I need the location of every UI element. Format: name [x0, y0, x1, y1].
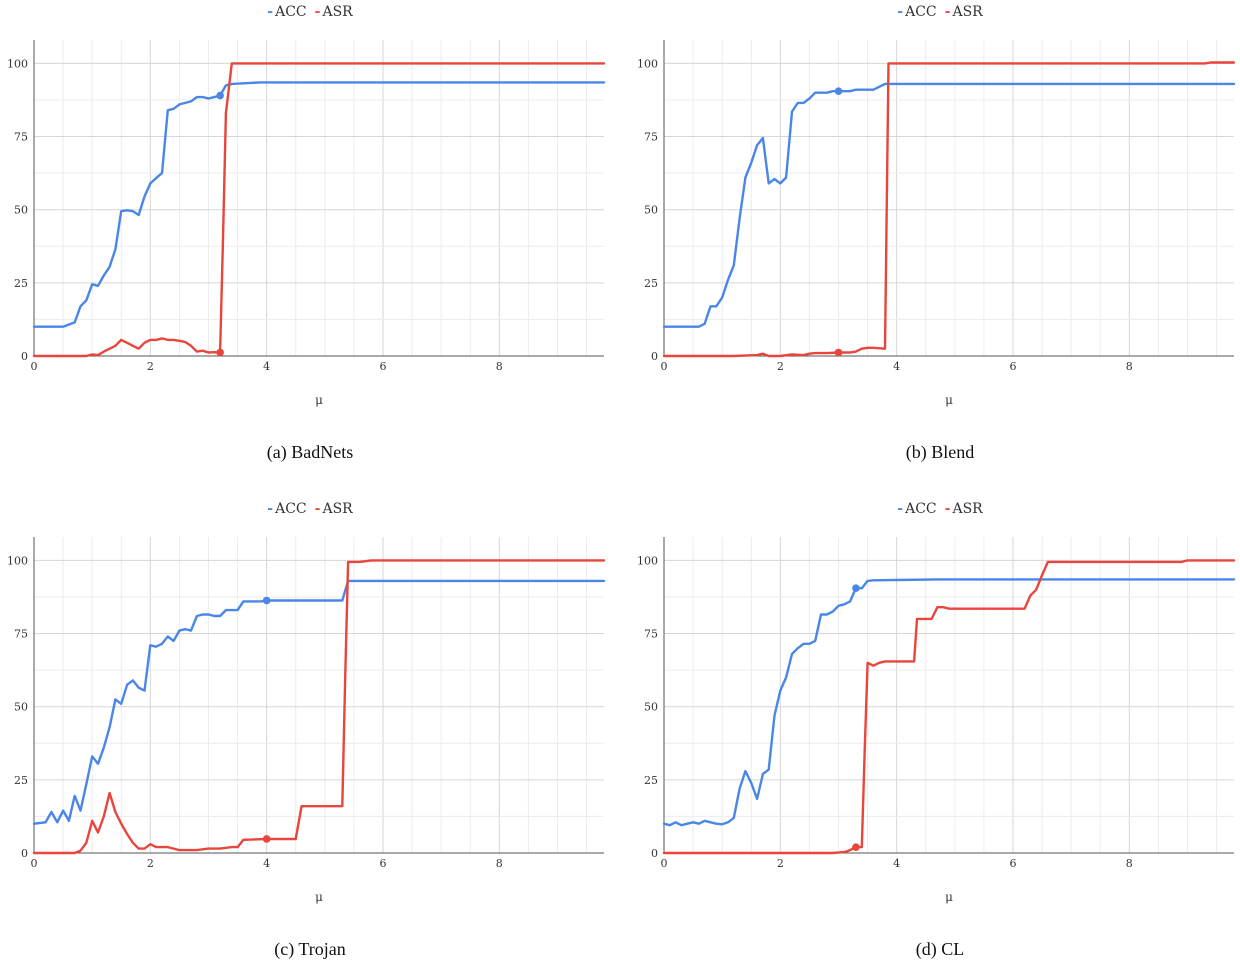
x-tick-label: 4	[263, 360, 270, 373]
legend-swatch: -	[944, 4, 951, 20]
legend-label: ASR	[322, 4, 353, 20]
y-tick-label: 100	[637, 57, 658, 70]
chart-legend: - ACC - ASR	[0, 4, 620, 20]
y-tick-label: 0	[651, 350, 658, 363]
chart-plot-area: 0 25 50 75 100 0 2 4 6 8 μ	[7, 40, 606, 407]
y-tick-label: 50	[644, 204, 658, 217]
y-tick-label: 25	[14, 277, 28, 290]
legend-label: ACC	[275, 501, 307, 517]
legend-item-asr: - ASR	[945, 4, 983, 20]
chart-caption: (b) Blend	[905, 442, 975, 462]
series-marker-acc	[852, 584, 860, 593]
x-tick-label: 4	[893, 857, 900, 870]
x-axis-label: μ	[945, 393, 953, 407]
chart-panel-b: - ACC - ASR 0 25 50 75 100 0 2 4 6 8 μ (b) Blend	[630, 0, 1240, 480]
legend-item-asr: - ASR	[315, 501, 353, 517]
legend-label: ASR	[952, 4, 983, 20]
x-tick-label: 8	[496, 360, 503, 373]
y-tick-label: 100	[7, 57, 28, 70]
legend-swatch: -	[314, 501, 321, 517]
legend-item-acc: - ACC	[897, 4, 936, 20]
y-tick-label: 25	[14, 774, 28, 787]
series-marker-acc	[834, 87, 843, 96]
legend-item-asr: - ASR	[945, 501, 983, 517]
series-marker-asr	[216, 348, 224, 357]
chart-legend: - ACC - ASR	[630, 501, 1240, 517]
x-tick-label: 4	[893, 360, 900, 373]
chart-panel-a: - ACC - ASR 0 25 50 75 100 0 2 4 6 8 μ (a) BadNets	[0, 0, 620, 480]
chart-caption: (a) BadNets	[266, 442, 354, 462]
series-marker-acc	[262, 596, 271, 605]
series-line-acc	[662, 578, 1236, 827]
chart-plot-area: 0 25 50 75 100 0 2 4 6 8 μ	[637, 40, 1236, 407]
legend-label: ACC	[275, 4, 307, 20]
y-tick-label: 50	[14, 204, 28, 217]
x-tick-label: 8	[1126, 360, 1133, 373]
x-axis-label: μ	[315, 890, 323, 904]
x-tick-label: 6	[1009, 360, 1016, 373]
series-marker-asr	[852, 843, 860, 851]
legend-label: ACC	[905, 4, 937, 20]
series-line-asr	[32, 559, 606, 855]
series-marker-asr	[834, 348, 843, 357]
legend-item-acc: - ACC	[267, 4, 306, 20]
x-tick-label: 8	[496, 857, 503, 870]
x-tick-label: 2	[147, 360, 154, 373]
y-tick-label: 100	[637, 554, 658, 567]
x-tick-label: 0	[661, 857, 668, 870]
legend-label: ACC	[905, 501, 937, 517]
x-tick-label: 2	[777, 857, 784, 870]
y-tick-label: 75	[14, 628, 28, 641]
legend-item-asr: - ASR	[315, 4, 353, 20]
series-marker-asr	[262, 835, 271, 843]
chart-legend: - ACC - ASR	[0, 501, 620, 517]
y-tick-label: 50	[14, 701, 28, 714]
legend-swatch: -	[267, 4, 274, 20]
y-tick-label: 25	[644, 774, 658, 787]
legend-item-acc: - ACC	[267, 501, 306, 517]
x-axis-label: μ	[315, 393, 323, 407]
legend-swatch: -	[267, 501, 274, 517]
legend-label: ASR	[952, 501, 983, 517]
series-line-acc	[662, 82, 1236, 328]
y-tick-label: 50	[644, 701, 658, 714]
y-tick-label: 75	[644, 628, 658, 641]
chart-panel-c: - ACC - ASR 0 25 50 75 100 0 2 4 6 8 μ (c) Trojan	[0, 497, 620, 977]
chart-plot-area: 0 25 50 75 100 0 2 4 6 8 μ	[7, 537, 606, 904]
y-tick-label: 75	[14, 131, 28, 144]
x-tick-label: 2	[147, 857, 154, 870]
y-tick-label: 25	[644, 277, 658, 290]
chart-panel-d: - ACC - ASR 0 25 50 75 100 0 2 4 6 8 μ (d) CL	[630, 497, 1240, 977]
legend-swatch: -	[944, 501, 951, 517]
x-tick-label: 6	[1009, 857, 1016, 870]
series-line-acc	[32, 579, 606, 825]
legend-swatch: -	[897, 4, 904, 20]
x-tick-label: 0	[31, 360, 38, 373]
legend-item-acc: - ACC	[897, 501, 936, 517]
legend-label: ASR	[322, 501, 353, 517]
y-tick-label: 0	[651, 847, 658, 860]
y-tick-label: 100	[7, 554, 28, 567]
chart-plot-area: 0 25 50 75 100 0 2 4 6 8 μ	[637, 537, 1236, 904]
series-marker-acc	[216, 91, 224, 100]
y-tick-label: 0	[21, 847, 28, 860]
x-tick-label: 0	[31, 857, 38, 870]
x-tick-label: 4	[263, 857, 270, 870]
chart-caption: (d) CL	[915, 939, 965, 959]
chart-legend: - ACC - ASR	[630, 4, 1240, 20]
legend-swatch: -	[897, 501, 904, 517]
x-tick-label: 6	[379, 360, 386, 373]
x-tick-label: 2	[777, 360, 784, 373]
x-tick-label: 8	[1126, 857, 1133, 870]
x-tick-label: 0	[661, 360, 668, 373]
chart-caption: (c) Trojan	[274, 939, 346, 959]
x-axis-label: μ	[945, 890, 953, 904]
y-tick-label: 0	[21, 350, 28, 363]
series-line-acc	[32, 81, 606, 328]
y-tick-label: 75	[644, 131, 658, 144]
x-tick-label: 6	[379, 857, 386, 870]
legend-swatch: -	[314, 4, 321, 20]
